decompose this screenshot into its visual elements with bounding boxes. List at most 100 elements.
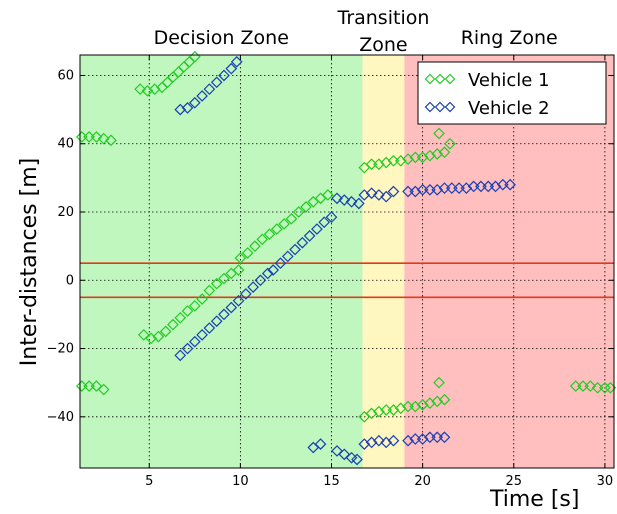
data-point-vehicle-1 (148, 83, 161, 95)
legend-diamond-vehicle-1 (444, 73, 456, 85)
data-point-vehicle-2 (387, 185, 400, 198)
data-point-vehicle-2 (289, 243, 301, 256)
legend-diamond-vehicle-2 (444, 101, 456, 113)
data-point-vehicle-2 (232, 294, 245, 307)
data-point-vehicle-2 (351, 453, 363, 466)
plot-frame (79, 54, 615, 469)
data-point-vehicle-2 (338, 448, 351, 461)
data-point-vehicle-2 (188, 335, 201, 348)
data-point-vehicle-1 (196, 293, 208, 305)
data-point-vehicle-2 (338, 194, 351, 206)
data-point-vehicle-2 (303, 230, 316, 242)
data-point-vehicle-2 (225, 62, 238, 75)
data-point-vehicle-1 (292, 206, 305, 218)
data-point-vehicle-1 (438, 393, 451, 406)
data-point-vehicle-1 (256, 233, 269, 246)
data-point-vehicle-2 (402, 434, 414, 447)
data-point-vehicle-1 (285, 212, 298, 225)
data-point-vehicle-1 (380, 156, 393, 169)
legend-diamond-vehicle-1 (424, 73, 436, 85)
legend-marker-vehicle-1 (424, 73, 456, 85)
data-point-vehicle-1 (97, 132, 110, 145)
legend-marker-vehicle-2 (424, 101, 456, 113)
data-point-vehicle-1 (263, 228, 276, 241)
data-point-vehicle-1 (373, 158, 385, 171)
data-point-vehicle-1 (416, 399, 429, 411)
data-point-vehicle-1 (90, 380, 103, 392)
data-point-vehicle-2 (409, 185, 422, 198)
data-point-vehicle-1 (433, 127, 445, 140)
threshold-layer (80, 262, 614, 299)
data-point-vehicle-1 (433, 376, 445, 389)
data-point-vehicle-2 (210, 76, 223, 89)
data-point-vehicle-2 (267, 264, 280, 276)
data-point-vehicle-2 (296, 236, 309, 249)
data-point-vehicle-1 (431, 148, 444, 160)
data-point-vehicle-1 (241, 247, 254, 259)
data-point-vehicle-1 (249, 240, 261, 252)
x-tick-label: 30 (597, 474, 614, 489)
x-tick-label: 25 (505, 474, 522, 489)
data-point-vehicle-2 (431, 183, 444, 196)
y-tick-label: 20 (57, 205, 74, 220)
data-point-vehicle-1 (300, 201, 312, 213)
data-point-vehicle-1 (90, 131, 103, 143)
data-point-vehicle-1 (232, 264, 245, 276)
zone-label-decision-zone: Decision Zone (154, 27, 289, 49)
x-tick-label: 10 (232, 474, 249, 489)
data-point-vehicle-2 (325, 211, 338, 223)
data-point-vehicle-1 (322, 189, 334, 201)
data-point-vehicle-2 (373, 434, 385, 447)
data-point-vehicle-1 (218, 272, 230, 285)
data-point-vehicle-2 (504, 178, 516, 191)
data-point-vehicle-1 (394, 154, 407, 167)
x-tick-label: 15 (323, 474, 340, 489)
data-point-vehicle-2 (380, 436, 393, 449)
y-axis-label: Inter-distances [m] (17, 158, 42, 366)
legend-label-vehicle-2: Vehicle 2 (468, 98, 550, 119)
y-tick-label: 0 (66, 273, 74, 288)
data-point-vehicle-1 (145, 332, 157, 345)
y-tick-label: 60 (57, 68, 74, 83)
zone-band-transition-zone (362, 55, 405, 468)
data-point-vehicle-2 (210, 315, 223, 328)
legend-box (417, 61, 607, 125)
data-point-vehicle-2 (311, 223, 323, 235)
ticks-layer: 5 10 15 20 25 30 −40 −20 0 20 40 60 (47, 55, 614, 489)
data-point-vehicle-2 (174, 349, 187, 362)
data-point-vehicle-1 (394, 402, 407, 415)
data-point-vehicle-1 (152, 330, 165, 343)
data-point-vehicle-2 (380, 190, 393, 203)
legend-diamond-vehicle-2 (424, 101, 436, 113)
data-point-vehicle-2 (365, 436, 378, 449)
data-point-vehicle-2 (438, 431, 451, 444)
data-point-vehicle-2 (188, 96, 201, 109)
data-point-vehicle-1 (97, 383, 110, 396)
data-point-vehicle-2 (358, 189, 371, 201)
data-point-vehicle-2 (174, 103, 187, 116)
data-point-vehicle-1 (416, 151, 429, 164)
data-point-vehicle-2 (218, 308, 230, 321)
data-point-vehicle-1 (210, 277, 223, 290)
data-point-vehicle-1 (402, 153, 414, 165)
data-point-vehicle-1 (203, 284, 216, 297)
x-tick-label: 5 (145, 474, 153, 489)
data-point-vehicle-2 (331, 192, 343, 205)
legend: Vehicle 1 Vehicle 2 (417, 61, 607, 125)
zone-band-decision-zone (80, 55, 363, 468)
data-point-vehicle-2 (240, 288, 252, 300)
data-point-vehicle-1 (234, 252, 247, 264)
data-point-vehicle-2 (314, 438, 327, 450)
data-point-vehicle-1 (181, 305, 194, 317)
data-point-vehicle-2 (196, 90, 208, 102)
data-point-vehicle-2 (274, 257, 287, 270)
data-point-vehicle-1 (424, 397, 436, 409)
data-point-vehicle-2 (352, 197, 365, 210)
data-point-vehicle-2 (225, 301, 238, 314)
data-point-vehicle-1 (270, 223, 283, 235)
data-point-vehicle-1 (373, 405, 385, 418)
data-point-vehicle-2 (331, 445, 343, 457)
data-point-vehicle-2 (365, 187, 378, 200)
data-point-vehicle-2 (203, 83, 216, 95)
legend-diamond-vehicle-2 (434, 101, 446, 113)
